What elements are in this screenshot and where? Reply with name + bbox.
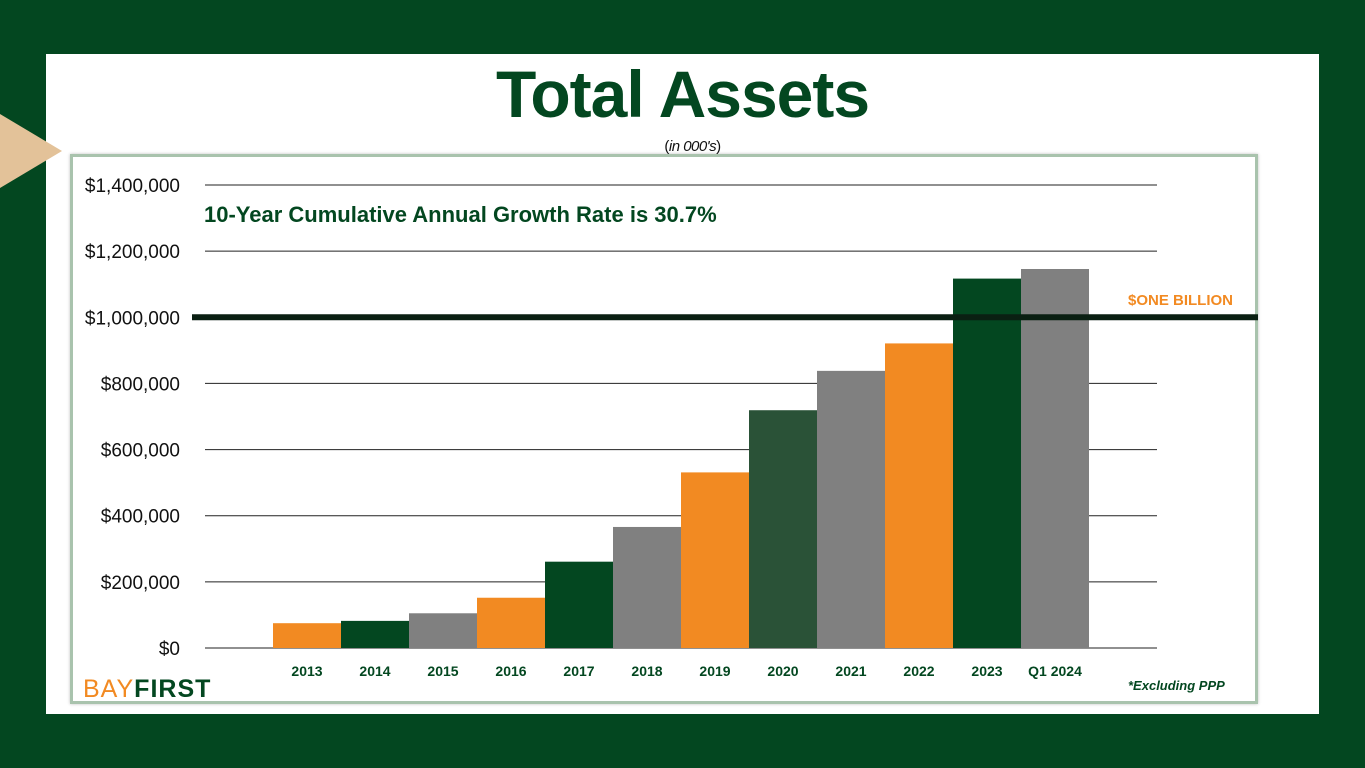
x-tick-label: 2023: [971, 663, 1002, 679]
bar: [613, 526, 681, 648]
x-tick-label: 2022: [903, 663, 934, 679]
x-tick-label: 2018: [631, 663, 662, 679]
page-title: Total Assets: [495, 57, 870, 131]
cagr-annotation: 10-Year Cumulative Annual Growth Rate is…: [204, 202, 717, 227]
x-tick-label: 2019: [699, 663, 730, 679]
y-tick-label: $1,200,000: [85, 242, 180, 263]
bar: [953, 278, 1021, 648]
y-tick-label: $1,400,000: [85, 176, 180, 197]
bar: [477, 597, 545, 648]
y-tick-label: $1,000,000: [85, 308, 180, 329]
bar: [885, 343, 953, 648]
bar: [273, 623, 341, 648]
x-tick-label: 2020: [767, 663, 798, 679]
y-tick-label: $200,000: [101, 573, 180, 594]
x-tick-label: 2014: [359, 663, 390, 679]
bar: [817, 370, 885, 648]
bayfirst-logo: BAYFIRST: [83, 675, 212, 703]
y-tick-label: $800,000: [101, 374, 180, 395]
subtitle-units: in 000's: [668, 138, 717, 155]
x-tick-label: 2015: [427, 663, 458, 679]
footnote: *Excluding PPP: [1128, 678, 1225, 693]
x-tick-label: 2021: [835, 663, 866, 679]
x-tick-label: 2013: [291, 663, 322, 679]
y-tick-label: $600,000: [101, 441, 180, 462]
bar: [681, 472, 749, 648]
bar: [1021, 269, 1089, 648]
x-tick-label: Q1 2024: [1028, 663, 1082, 679]
bar: [409, 613, 477, 648]
bar: [545, 561, 613, 648]
x-tick-label: 2016: [495, 663, 526, 679]
chart-frame: [70, 154, 1258, 704]
x-tick-label: 2017: [563, 663, 594, 679]
arrow-decoration-icon: [0, 114, 62, 188]
one-billion-label: $ONE BILLION: [1128, 292, 1234, 309]
y-tick-label: $400,000: [101, 507, 180, 528]
bar: [341, 620, 409, 648]
page-subtitle: (in 000's): [664, 138, 721, 155]
bar: [749, 410, 817, 648]
y-tick-label: $0: [159, 639, 180, 660]
